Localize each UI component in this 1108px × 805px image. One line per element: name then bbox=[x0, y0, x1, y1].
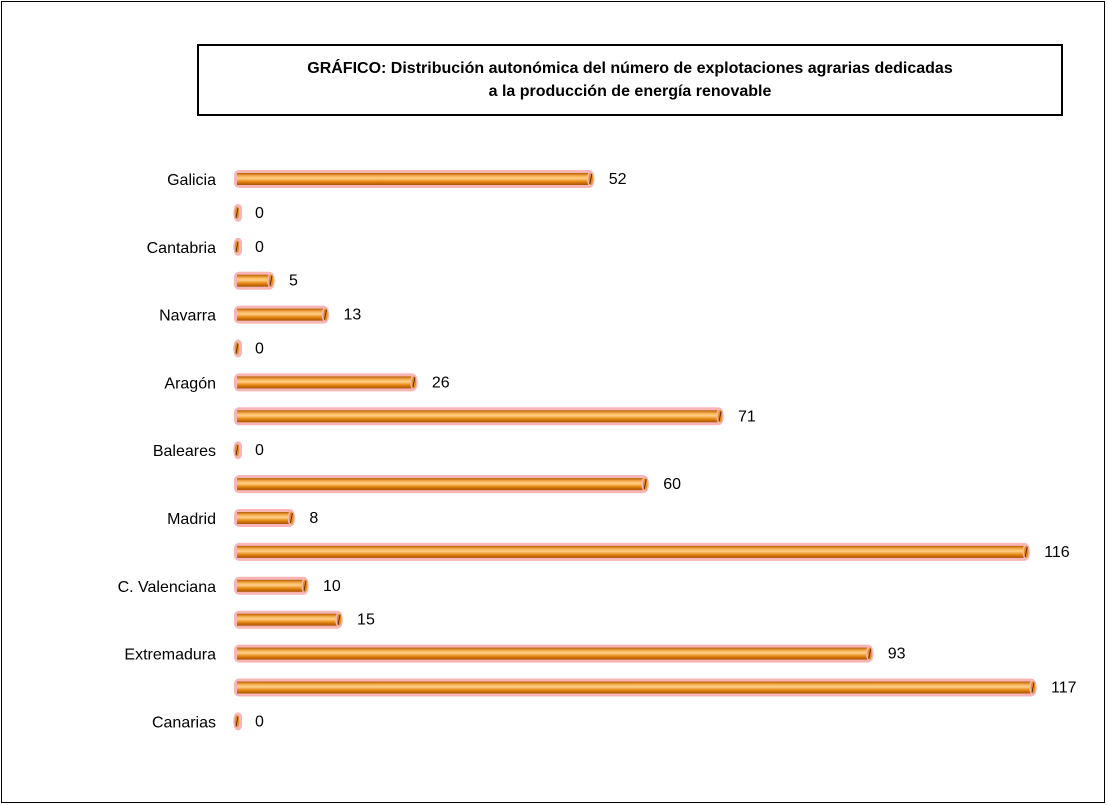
bar-1 bbox=[233, 203, 242, 222]
value-label-13: 15 bbox=[357, 612, 375, 629]
value-label-8: 0 bbox=[255, 442, 264, 459]
bar-4 bbox=[234, 305, 330, 324]
bar-3 bbox=[234, 271, 275, 290]
bar-16 bbox=[233, 712, 242, 731]
bar-7 bbox=[234, 407, 724, 426]
bar-8 bbox=[233, 441, 242, 460]
category-label-8: Baleares bbox=[153, 443, 216, 460]
value-label-0: 52 bbox=[609, 171, 627, 188]
value-label-6: 26 bbox=[432, 374, 450, 391]
category-label-16: Canarias bbox=[152, 714, 216, 731]
category-label-10: Madrid bbox=[167, 511, 216, 528]
bar-0 bbox=[234, 170, 595, 188]
bar-15 bbox=[234, 678, 1037, 697]
category-label-0: Galicia bbox=[167, 172, 216, 189]
category-label-14: Extremadura bbox=[124, 647, 216, 664]
bar-6 bbox=[234, 373, 418, 392]
bar-10 bbox=[234, 509, 296, 527]
chart-title: GRÁFICO: Distribución autonómica del núm… bbox=[307, 60, 953, 100]
value-label-11: 116 bbox=[1044, 544, 1070, 561]
value-label-10: 8 bbox=[309, 510, 318, 527]
value-label-3: 5 bbox=[289, 273, 298, 290]
value-label-4: 13 bbox=[343, 307, 361, 324]
bar-11 bbox=[234, 542, 1030, 561]
bar-14 bbox=[234, 644, 874, 663]
category-label-12: C. Valenciana bbox=[118, 579, 217, 596]
value-label-15: 117 bbox=[1051, 680, 1077, 697]
value-label-9: 60 bbox=[663, 476, 681, 493]
chart-title-box: GRÁFICO: Distribución autonómica del núm… bbox=[197, 44, 1063, 116]
value-label-12: 10 bbox=[323, 578, 341, 595]
value-label-16: 0 bbox=[255, 713, 264, 730]
category-label-6: Aragón bbox=[164, 375, 216, 392]
category-label-2: Cantabria bbox=[147, 240, 216, 257]
bar-2 bbox=[233, 237, 242, 256]
value-label-1: 0 bbox=[255, 205, 264, 222]
value-label-2: 0 bbox=[255, 239, 264, 256]
value-label-5: 0 bbox=[255, 341, 264, 358]
category-label-4: Navarra bbox=[159, 308, 216, 325]
bar-13 bbox=[234, 610, 343, 629]
value-label-7: 71 bbox=[738, 408, 756, 425]
bar-5 bbox=[233, 339, 242, 358]
value-label-14: 93 bbox=[888, 646, 906, 663]
bar-9 bbox=[234, 475, 649, 494]
bar-12 bbox=[234, 576, 309, 595]
